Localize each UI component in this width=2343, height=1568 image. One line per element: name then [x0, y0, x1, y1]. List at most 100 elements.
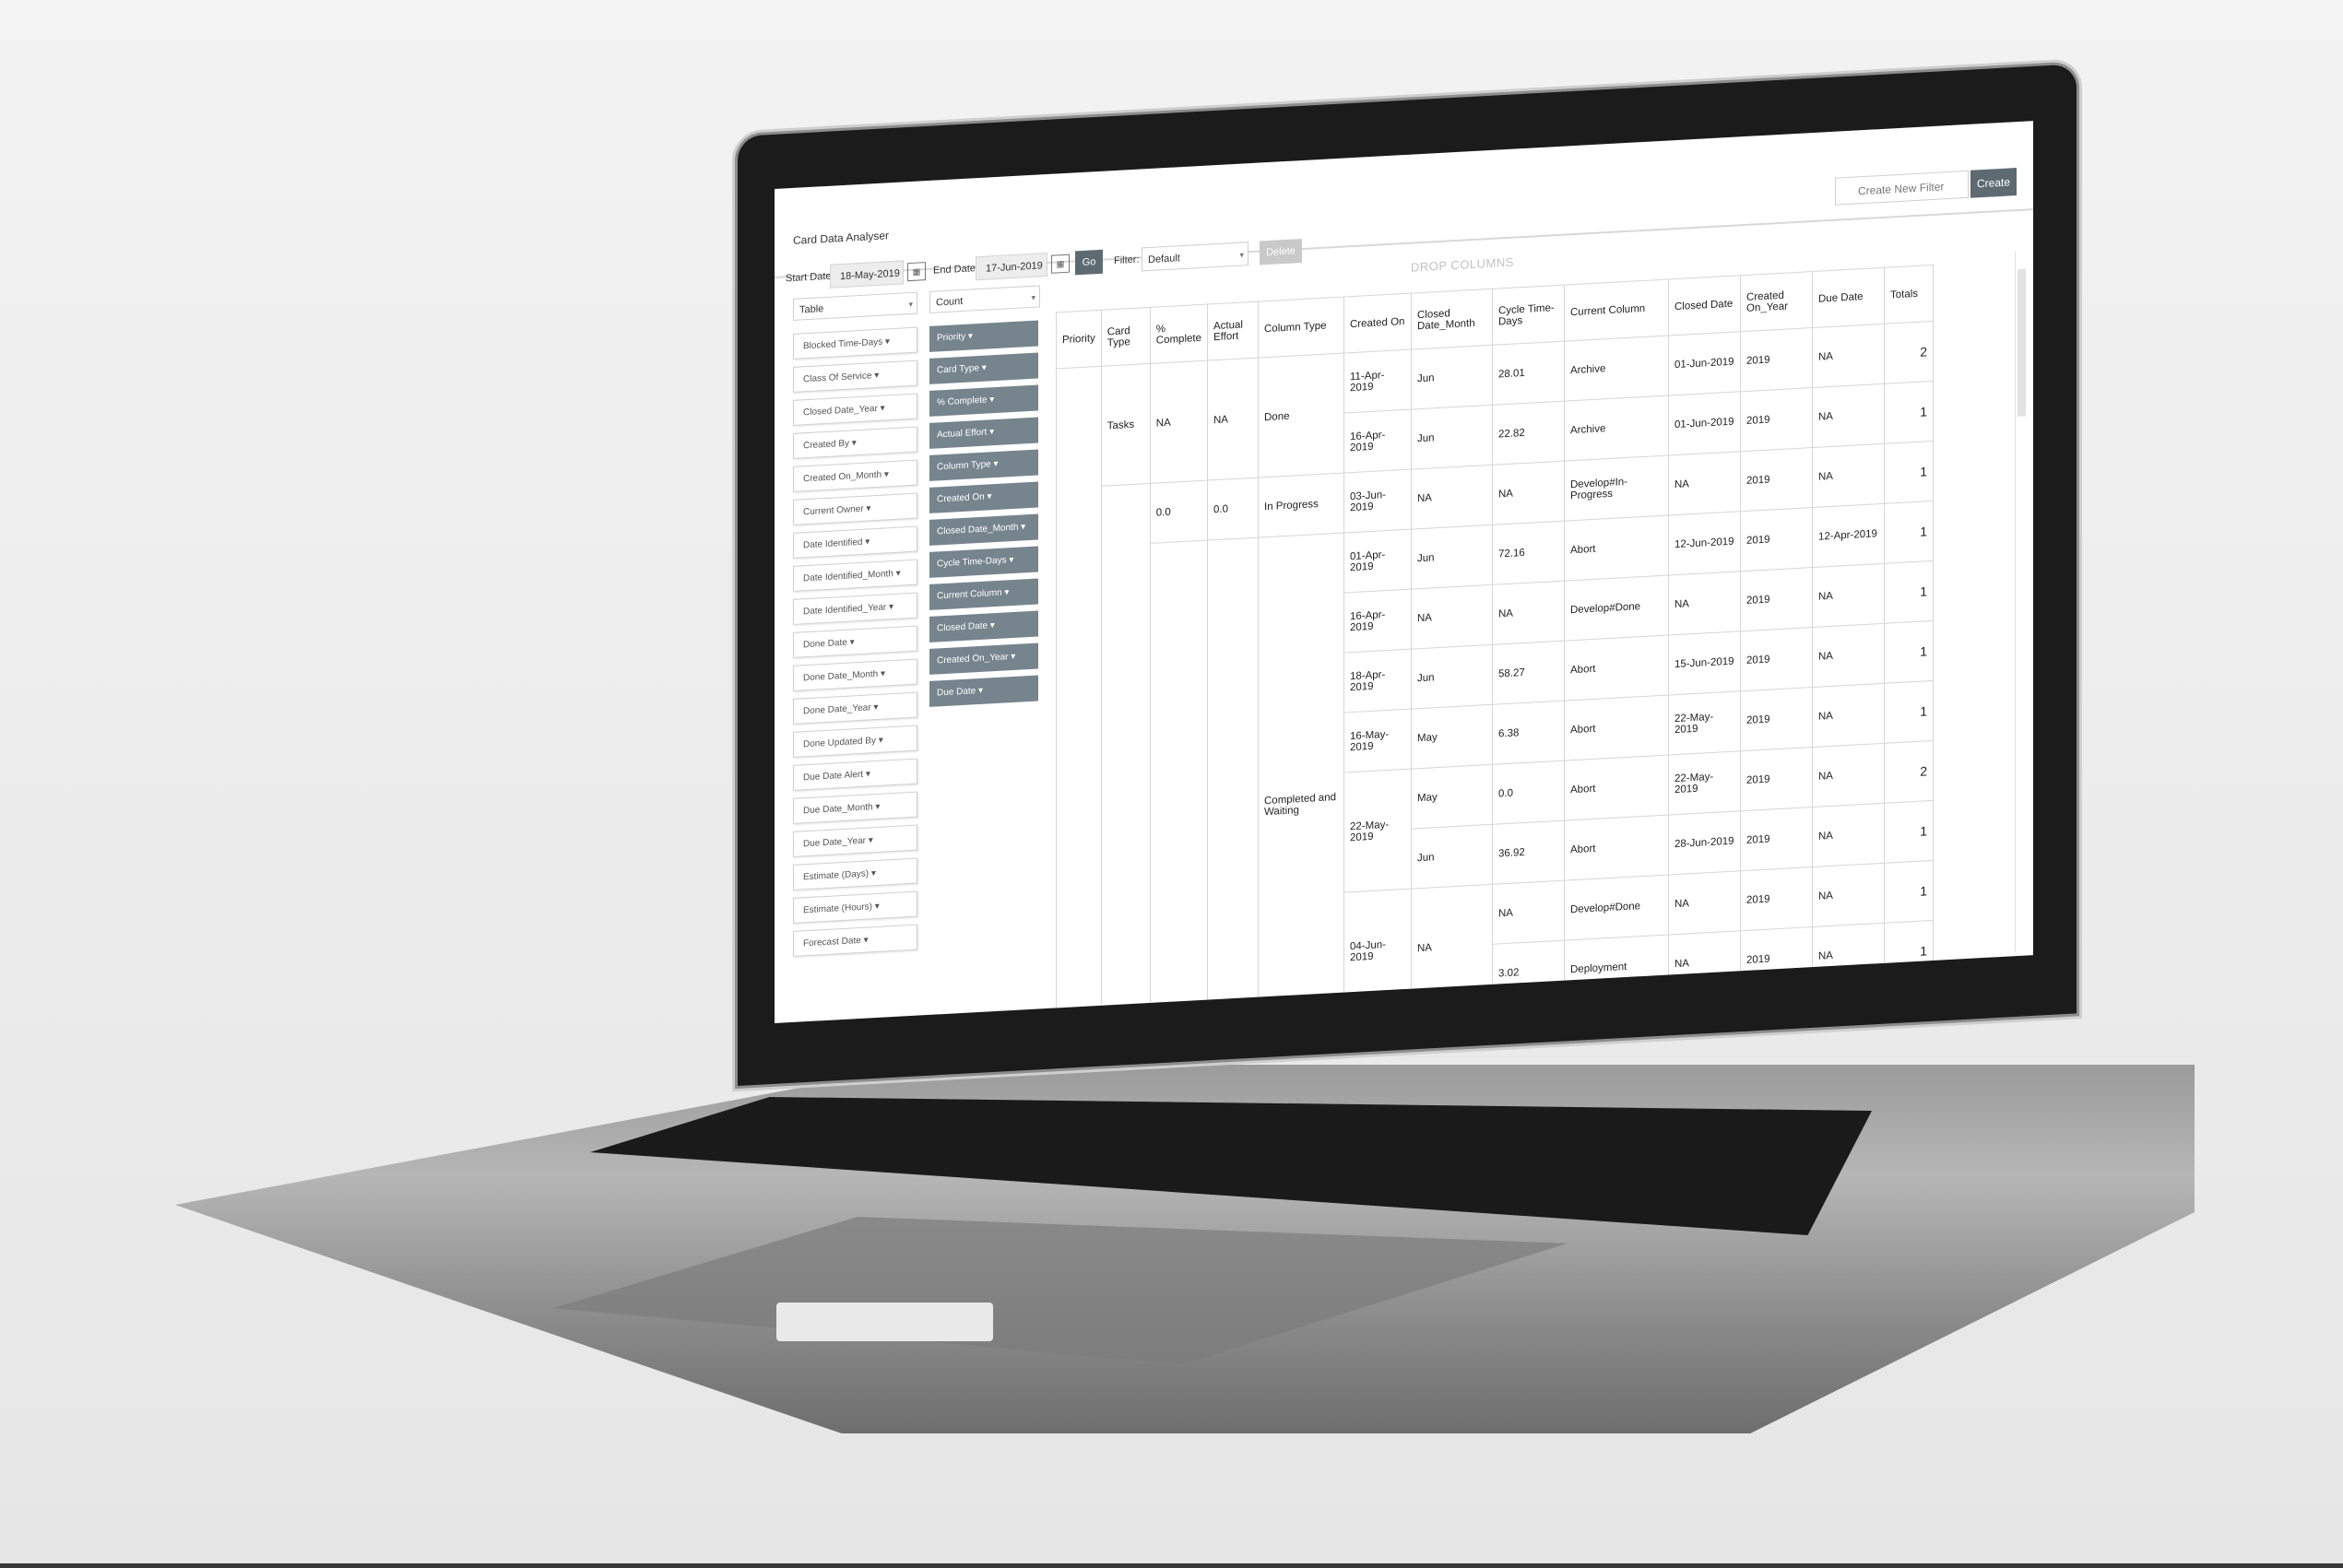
current-column-cell: Abort: [1564, 694, 1669, 761]
due-date-cell: NA: [1812, 383, 1885, 448]
column-header[interactable]: Priority: [1056, 310, 1102, 369]
total-cell: 1: [1884, 800, 1934, 864]
column-header[interactable]: Cycle Time-Days: [1492, 285, 1565, 346]
table-surface-edge: [0, 1563, 2343, 1568]
available-field[interactable]: Current Owner ▾: [793, 492, 917, 525]
available-field[interactable]: Forecast Date ▾: [793, 924, 917, 957]
created-year-cell: 2019: [1740, 327, 1813, 392]
created-year-cell: 2019: [1740, 507, 1813, 572]
available-field[interactable]: Date Identified ▾: [793, 525, 917, 559]
current-column-cell: Abort: [1564, 754, 1669, 821]
cycle-time-cell: 6.38: [1492, 701, 1565, 765]
available-field[interactable]: Due Date Alert ▾: [793, 758, 917, 791]
column-header[interactable]: Created On: [1343, 293, 1412, 354]
create-button[interactable]: Create: [1970, 168, 2017, 198]
due-date-cell: NA: [1812, 683, 1885, 748]
used-field[interactable]: Cycle Time-Days ▾: [929, 546, 1038, 578]
vertical-scrollbar[interactable]: [2015, 250, 2029, 952]
created-year-cell: 2019: [1740, 687, 1813, 751]
closed-month-cell: May: [1411, 764, 1493, 830]
column-header[interactable]: Due Date: [1812, 267, 1885, 328]
used-field[interactable]: Actual Effort ▾: [929, 417, 1038, 449]
due-date-cell: NA: [1812, 443, 1885, 508]
current-column-cell: Archive: [1564, 395, 1669, 462]
used-field[interactable]: % Complete ▾: [929, 384, 1038, 417]
closed-date-cell: 01-Jun-2019: [1668, 391, 1741, 455]
current-column-cell: Archive: [1564, 335, 1669, 402]
closed-date-cell: 12-Jun-2019: [1668, 511, 1741, 575]
available-field[interactable]: Done Date ▾: [793, 625, 917, 658]
created-on-cell: 22-May-2019: [1343, 769, 1412, 893]
closed-month-cell: May: [1411, 704, 1493, 770]
created-year-cell: 2019: [1740, 567, 1813, 631]
go-button[interactable]: Go: [1075, 249, 1103, 276]
delete-button[interactable]: Delete: [1260, 239, 1302, 265]
used-field[interactable]: Closed Date ▾: [929, 610, 1038, 643]
available-field[interactable]: Created On_Month ▾: [793, 459, 917, 492]
available-field[interactable]: Due Date_Year ▾: [793, 824, 917, 857]
new-filter-input[interactable]: Create New Filter: [1835, 170, 1969, 206]
used-field[interactable]: Created On ▾: [929, 481, 1038, 513]
available-field[interactable]: Done Date_Year ▾: [793, 691, 917, 725]
column-header[interactable]: Totals: [1884, 265, 1934, 324]
chevron-down-icon: ▾: [908, 299, 913, 310]
closed-month-cell: Jun: [1411, 644, 1493, 710]
available-field[interactable]: Done Updated By ▾: [793, 725, 917, 758]
used-field[interactable]: Current Column ▾: [929, 578, 1038, 610]
filter-select[interactable]: Default ▾: [1142, 242, 1248, 272]
total-cell: 1: [1884, 560, 1934, 624]
view-select[interactable]: Table ▾: [793, 291, 917, 321]
percent-complete-cell: [1150, 540, 1208, 1024]
calendar-icon[interactable]: ▦: [1051, 253, 1070, 274]
aggregate-select[interactable]: Count ▾: [929, 285, 1040, 313]
cycle-time-cell: NA: [1492, 461, 1565, 525]
cycle-time-cell: NA: [1492, 880, 1565, 945]
closed-date-cell: NA: [1668, 451, 1741, 515]
column-header[interactable]: % Complete: [1150, 304, 1208, 364]
created-on-cell: 03-Jun-2019: [1343, 469, 1412, 534]
column-header[interactable]: Card Type: [1101, 307, 1151, 367]
used-field[interactable]: Created On_Year ▾: [929, 643, 1038, 675]
column-header[interactable]: Current Column: [1564, 278, 1669, 342]
available-field[interactable]: Due Date_Month ▾: [793, 791, 917, 824]
cycle-time-cell: 58.27: [1492, 641, 1565, 705]
column-type-cell: In Progress: [1258, 473, 1344, 538]
used-field[interactable]: Column Type ▾: [929, 449, 1038, 481]
available-field[interactable]: Estimate (Days) ▾: [793, 857, 917, 890]
scrollbar-thumb[interactable]: [2018, 268, 2026, 417]
total-cell: 1: [1884, 381, 1934, 444]
available-field[interactable]: Estimate (Hours) ▾: [793, 890, 917, 924]
current-column-cell: Abort: [1564, 634, 1669, 701]
cycle-time-cell: 28.01: [1492, 341, 1565, 406]
total-cell: 1: [1884, 441, 1934, 504]
available-field[interactable]: Done Date_Month ▾: [793, 658, 917, 691]
due-date-cell: NA: [1812, 563, 1885, 628]
closed-month-cell: Jun: [1411, 345, 1493, 410]
available-field[interactable]: Class Of Service ▾: [793, 360, 917, 393]
used-field[interactable]: Due Date ▾: [929, 675, 1038, 707]
cycle-time-cell: 0.0: [1492, 760, 1565, 825]
used-field[interactable]: Card Type ▾: [929, 352, 1038, 384]
available-field[interactable]: Date Identified_Month ▾: [793, 559, 917, 592]
created-year-cell: 2019: [1740, 387, 1813, 452]
used-field[interactable]: Priority ▾: [929, 320, 1038, 352]
column-header[interactable]: Actual Effort: [1207, 301, 1259, 361]
cycle-time-cell: 22.82: [1492, 401, 1565, 466]
column-header[interactable]: Created On_Year: [1740, 271, 1813, 332]
closed-date-cell: 28-Jun-2019: [1668, 810, 1741, 875]
available-field[interactable]: Date Identified_Year ▾: [793, 592, 917, 625]
created-on-cell: 18-Apr-2019: [1343, 649, 1412, 713]
app-window: Card Data Analyser Start Date: 18-May-20…: [775, 121, 2033, 1024]
created-year-cell: 2019: [1740, 447, 1813, 512]
column-header[interactable]: Closed Date: [1668, 275, 1741, 336]
available-field[interactable]: Closed Date_Year ▾: [793, 393, 917, 426]
used-field[interactable]: Closed Date_Month ▾: [929, 513, 1038, 546]
column-header[interactable]: Column Type: [1258, 297, 1344, 359]
closed-date-cell: 01-Jun-2019: [1668, 331, 1741, 395]
available-field[interactable]: Blocked Time-Days ▾: [793, 326, 917, 360]
due-date-cell: NA: [1812, 863, 1885, 927]
drop-columns-zone[interactable]: DROP COLUMNS: [1411, 254, 1514, 275]
column-header[interactable]: Closed Date_Month: [1411, 289, 1493, 350]
cycle-time-cell: 36.92: [1492, 820, 1565, 885]
available-field[interactable]: Created By ▾: [793, 426, 917, 459]
